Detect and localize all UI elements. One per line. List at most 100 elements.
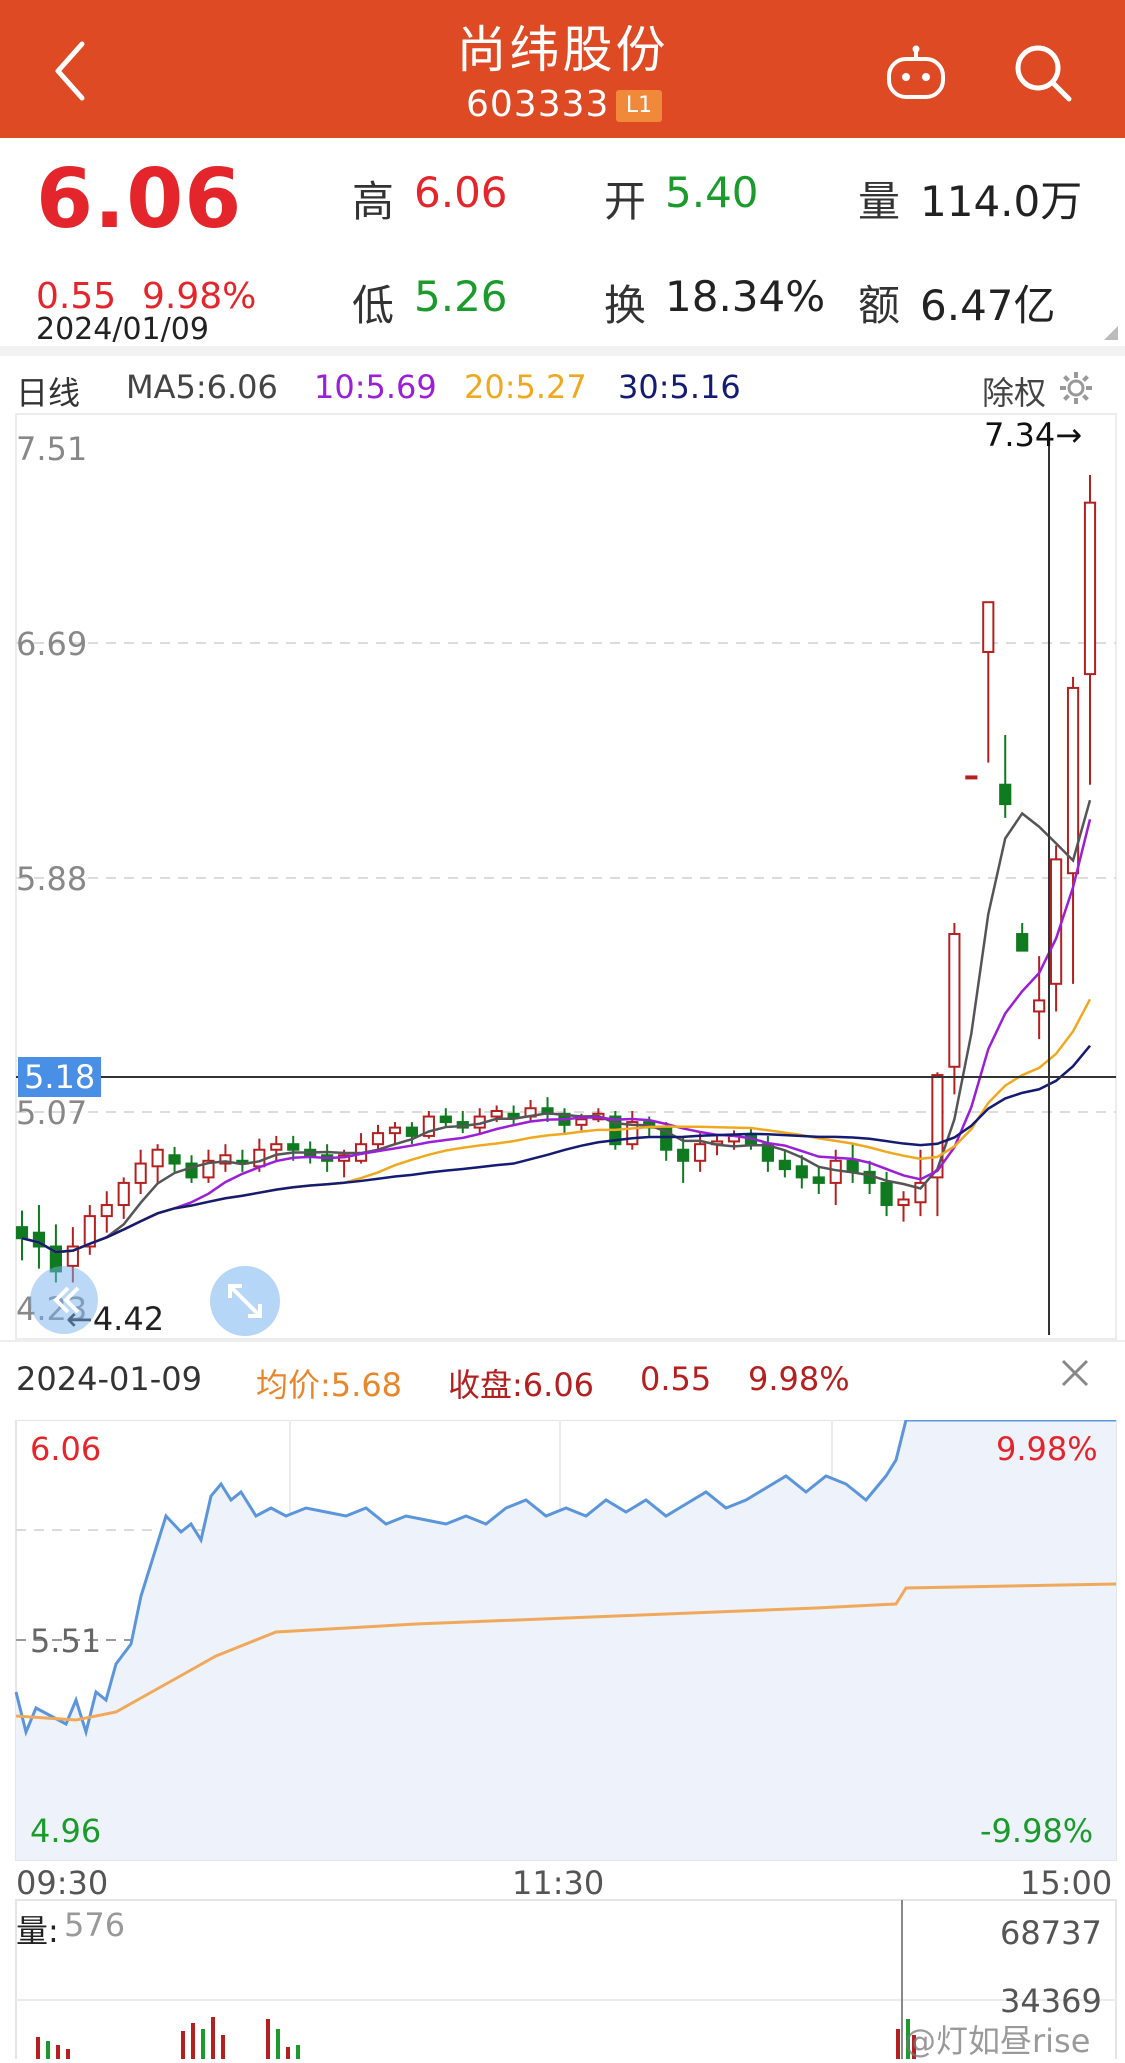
volume-bar xyxy=(56,2045,60,2059)
high-label: 高 xyxy=(352,177,395,226)
candle-body xyxy=(15,1226,29,1240)
current-price: 6.06 xyxy=(36,152,243,247)
volume-bar xyxy=(46,2041,50,2059)
volume-title: 量: xyxy=(16,1912,59,1950)
close-icon[interactable] xyxy=(1058,1356,1092,1398)
candle-body xyxy=(168,1154,181,1165)
candle-body xyxy=(490,1110,503,1118)
app-header: 尚纬股份 603333 L1 xyxy=(0,0,1125,138)
candle-body xyxy=(1066,686,1080,875)
candle-body xyxy=(965,775,978,780)
intraday-price-line xyxy=(14,1418,1116,1738)
volume-label: 量 xyxy=(858,177,901,226)
candle-body xyxy=(694,1143,707,1162)
candle-body xyxy=(439,1115,452,1124)
back-arrow-icon[interactable] xyxy=(50,38,90,104)
fullscreen-button[interactable] xyxy=(210,1266,280,1336)
intraday-bottom-pct: -9.98% xyxy=(980,1812,1094,1850)
volume-bar xyxy=(181,2031,185,2059)
turnover-value: 18.34% xyxy=(665,272,826,321)
amount-label: 额 xyxy=(858,281,901,330)
volume-bar xyxy=(906,2019,910,2059)
max-price-marker: 7.34→ xyxy=(984,416,1083,454)
kline-svg xyxy=(15,413,1117,1340)
turnover-label: 换 xyxy=(604,281,647,330)
candle-body xyxy=(83,1215,96,1248)
volume-current: 576 xyxy=(64,1906,126,1944)
candle-body xyxy=(880,1181,893,1207)
settings-gear-icon[interactable] xyxy=(1058,370,1094,414)
candle-body xyxy=(202,1159,215,1179)
stock-code: 603333 xyxy=(466,84,610,125)
intraday-chart[interactable]: 6.06 9.98% 5.51 4.96 -9.98% 09:30 11:30 … xyxy=(0,1418,1125,2061)
volume-bar xyxy=(66,2049,70,2059)
amount-value: 6.47亿 xyxy=(920,281,1056,330)
candle-body xyxy=(999,783,1012,806)
candle-body xyxy=(948,933,961,1068)
candle-body xyxy=(626,1121,639,1146)
intraday-date: 2024-01-09 xyxy=(16,1360,202,1398)
low-label: 低 xyxy=(352,281,395,330)
ma20-label: 20:5.27 xyxy=(464,368,587,406)
price-change: 0.55 xyxy=(36,276,117,317)
ma5-label: MA5:6.06 xyxy=(126,368,278,406)
intraday-bottom-price: 4.96 xyxy=(30,1812,102,1850)
candle-body xyxy=(117,1181,130,1207)
y-label-1: 7.51 xyxy=(16,430,88,468)
candle-body xyxy=(897,1198,910,1207)
candle-body xyxy=(1050,858,1063,985)
watermark: @灯如昼rise xyxy=(904,2022,1091,2060)
time-mid: 11:30 xyxy=(512,1864,605,1902)
robot-icon[interactable] xyxy=(884,44,948,102)
volume-bar xyxy=(201,2029,205,2059)
time-end: 15:00 xyxy=(1020,1864,1113,1902)
volume-mid: 34369 xyxy=(1000,1982,1102,2020)
close-price: 收盘:6.06 xyxy=(448,1366,595,1404)
expand-corner-icon[interactable] xyxy=(1104,326,1118,340)
candle-body xyxy=(100,1204,113,1218)
ma30-line xyxy=(21,1044,1091,1254)
candle-body xyxy=(253,1148,266,1168)
intraday-svg xyxy=(14,1418,1117,2061)
level-badge: L1 xyxy=(616,90,662,122)
volume-value: 114.0万 xyxy=(920,177,1083,226)
search-icon[interactable] xyxy=(1012,42,1074,104)
volume-bar xyxy=(912,2035,916,2059)
candle-body xyxy=(32,1231,46,1248)
candle-body xyxy=(507,1112,520,1118)
volume-bar xyxy=(211,2017,215,2059)
price-change-pct: 9.98% xyxy=(142,276,257,317)
candle-body xyxy=(1083,501,1097,676)
divider xyxy=(0,346,1125,356)
volume-bar xyxy=(191,2023,195,2059)
candle-body xyxy=(151,1148,164,1168)
avg-price: 均价:5.68 xyxy=(256,1366,403,1404)
time-start: 09:30 xyxy=(16,1864,109,1902)
intraday-top-price: 6.06 xyxy=(30,1430,102,1468)
intraday-mid-price: 5.51 xyxy=(30,1622,102,1660)
intraday-change: 0.55 xyxy=(640,1360,712,1398)
candle-body xyxy=(388,1126,402,1135)
ma30-label: 30:5.16 xyxy=(618,368,741,406)
kline-info-bar: 日线 MA5:6.06 10:5.69 20:5.27 30:5.16 除权 xyxy=(0,348,1125,428)
volume-bar xyxy=(36,2037,40,2059)
candle-body xyxy=(422,1115,435,1137)
volume-bar xyxy=(286,2047,290,2059)
high-value: 6.06 xyxy=(414,168,508,217)
kline-chart[interactable]: 7.51 6.69 5.88 5.07 4.23 5.18 7.34→ ←4.4… xyxy=(0,410,1125,1340)
low-value: 5.26 xyxy=(414,272,508,321)
period-selector[interactable]: 日线 xyxy=(16,374,81,412)
scroll-left-button[interactable] xyxy=(30,1266,98,1334)
intraday-pct: 9.98% xyxy=(748,1360,850,1398)
candle-body xyxy=(270,1143,283,1151)
intraday-top-pct: 9.98% xyxy=(996,1430,1098,1468)
candle-body xyxy=(219,1154,232,1165)
intraday-info-bar: 2024-01-09 均价:5.68 收盘:6.06 0.55 9.98% xyxy=(0,1340,1125,1424)
candle-body xyxy=(846,1159,859,1173)
candle-body xyxy=(405,1126,418,1137)
adjust-selector[interactable]: 除权 xyxy=(982,374,1047,412)
volume-bar xyxy=(221,2035,225,2059)
candle-body xyxy=(677,1148,690,1162)
candle-body xyxy=(931,1074,944,1179)
open-value: 5.40 xyxy=(665,168,759,217)
